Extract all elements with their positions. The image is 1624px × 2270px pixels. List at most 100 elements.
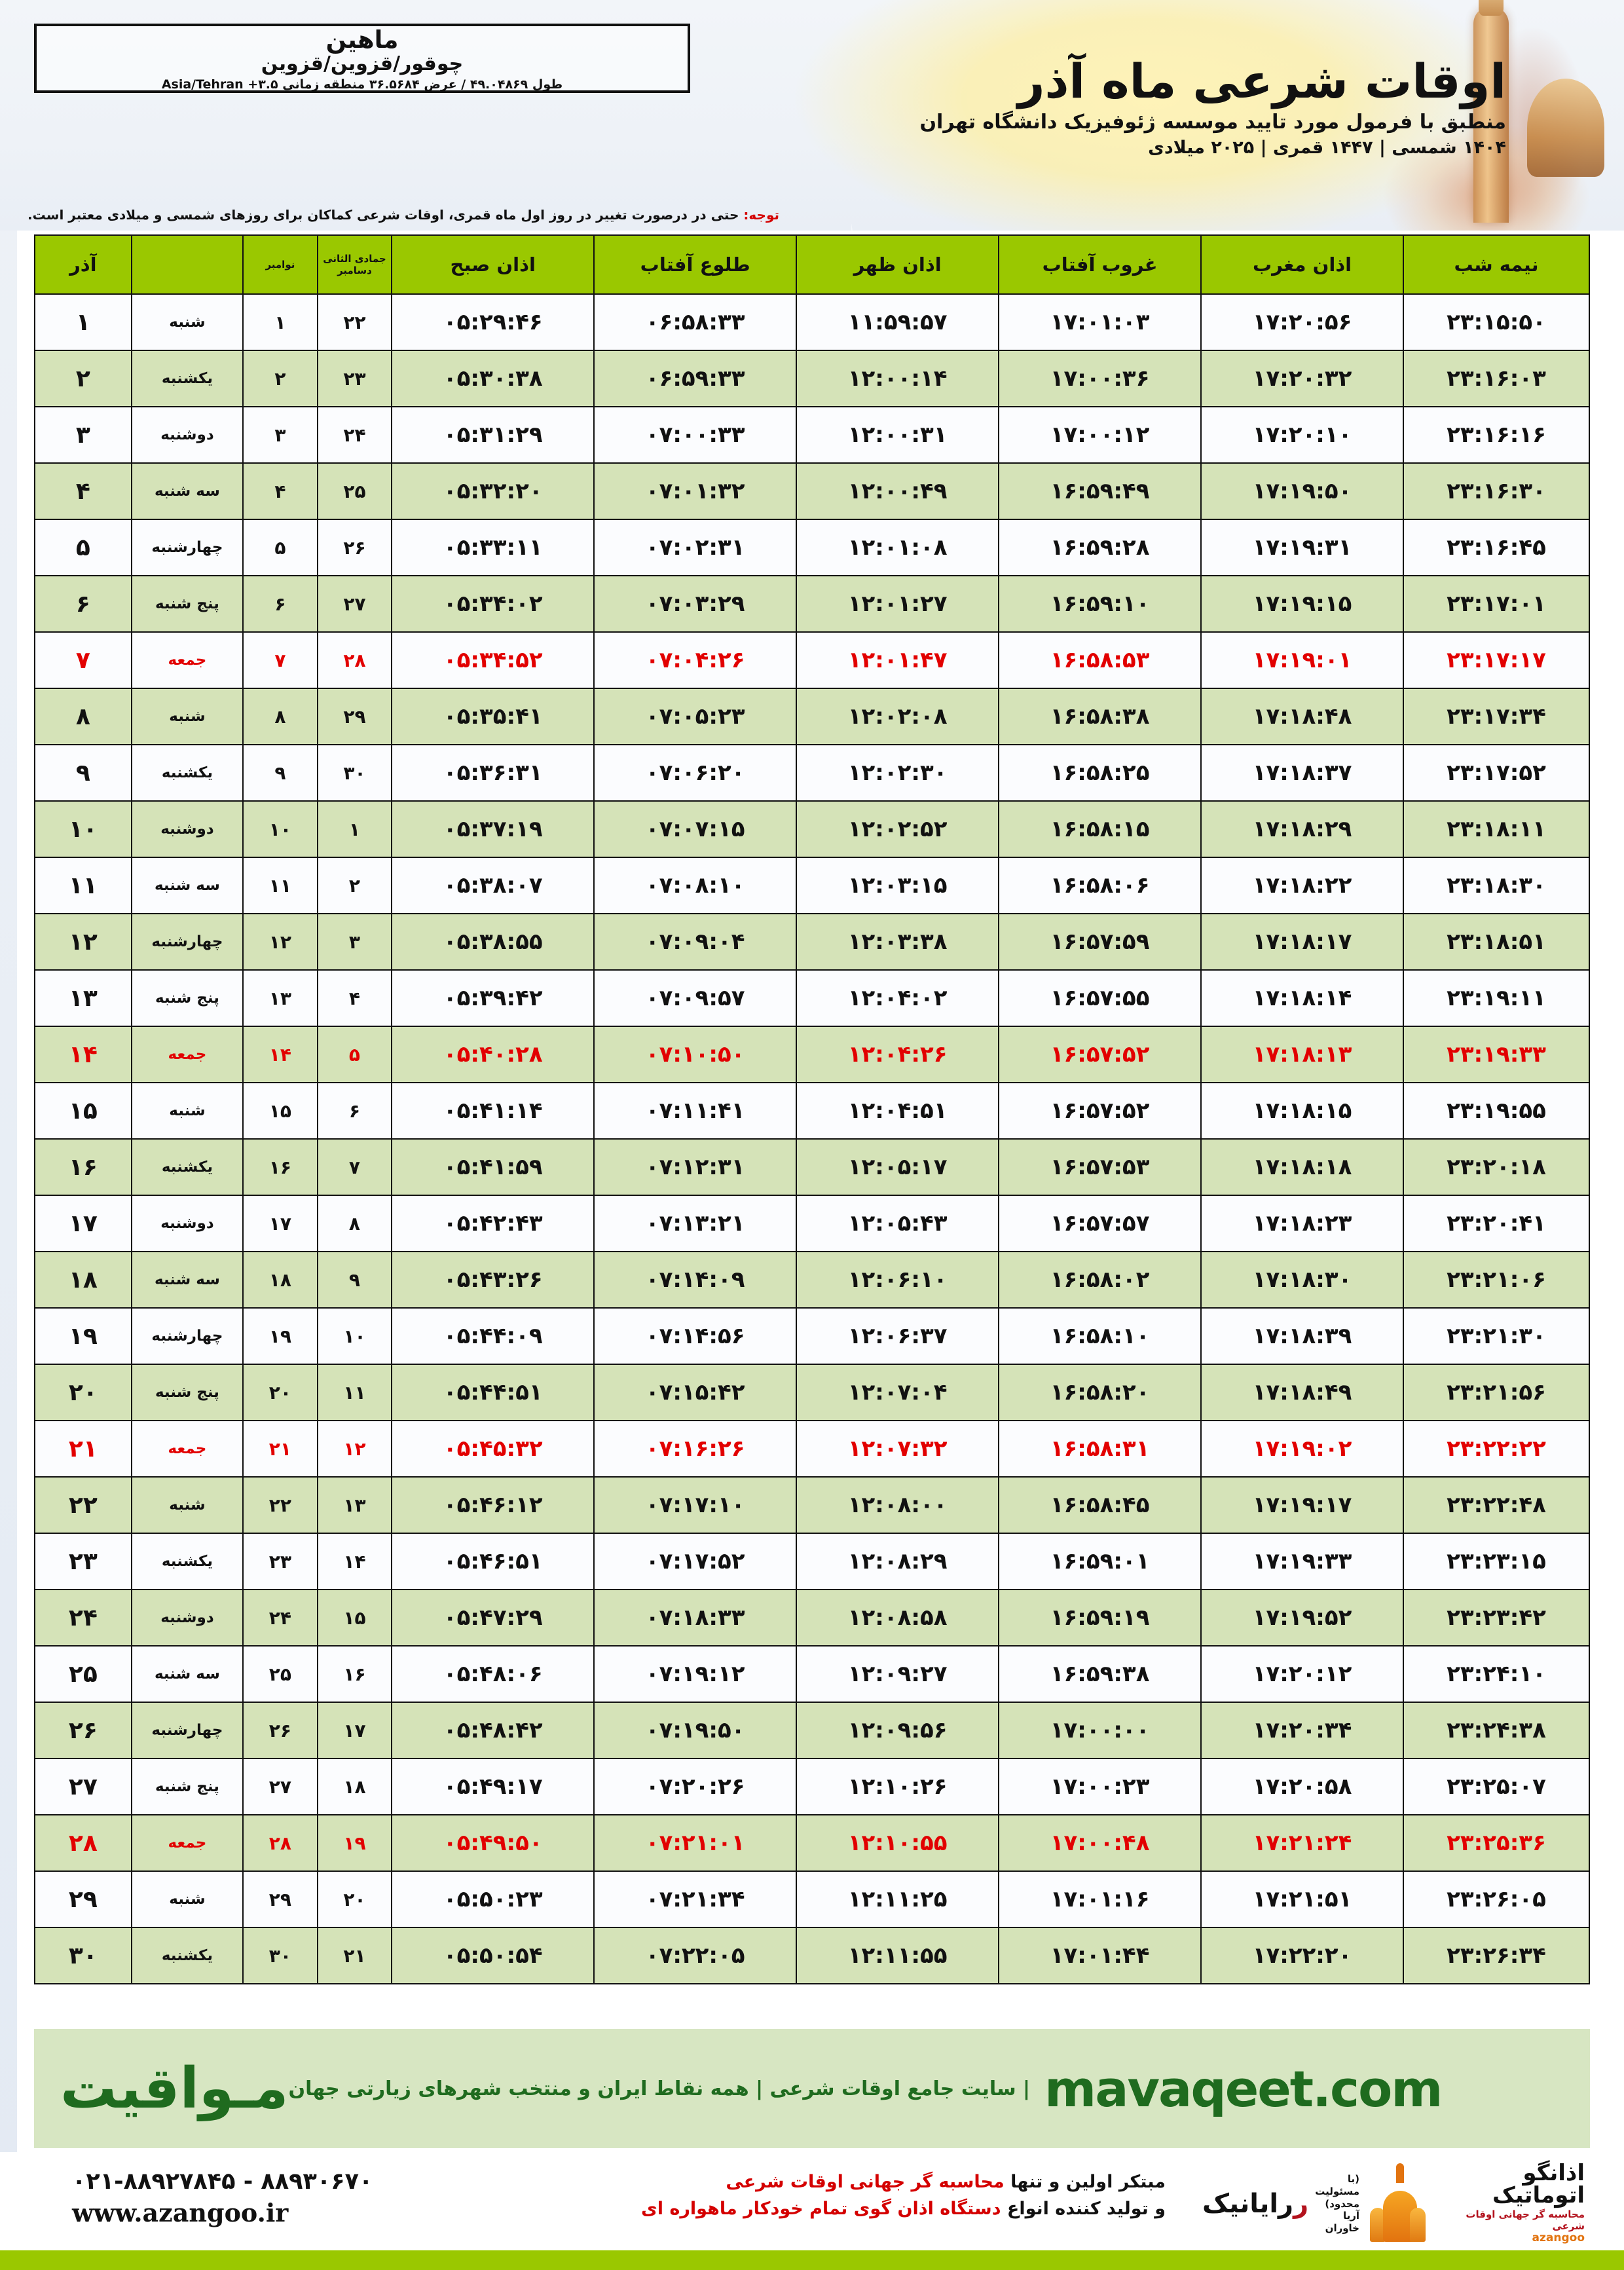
cell-dhuhr: ۱۲:۱۰:۲۶: [796, 1758, 1000, 1815]
col-header-hijri: جمادی الثانی دسامبر: [316, 234, 393, 295]
cell-dhuhr: ۱۲:۰۲:۰۸: [796, 688, 1000, 745]
cell-fajr: ۰۵:۳۸:۰۷: [391, 857, 595, 914]
cell-day-number: ۲۲: [34, 1476, 132, 1534]
footer-slogan-line-2: و تولید کننده انواع دستگاه اذان گوی تمام…: [589, 2196, 1166, 2223]
cell-sunset: ۱۶:۵۷:۵۵: [998, 969, 1202, 1027]
cell-maghrib: ۱۷:۱۸:۱۸: [1200, 1138, 1405, 1196]
mosque-dome-icon: [1527, 79, 1604, 177]
cell-gregorian-day: ۷: [242, 631, 318, 689]
location-city: ماهین: [325, 26, 399, 54]
table-row: ۲۳:۱۸:۳۰ ۱۷:۱۸:۲۲ ۱۶:۵۸:۰۶ ۱۲:۰۳:۱۵ ۰۷:۰۸:۱۰…: [34, 857, 1590, 914]
cell-sunrise: ۰۷:۰۵:۲۳: [593, 688, 798, 745]
table-row: ۲۳:۲۰:۱۸ ۱۷:۱۸:۱۸ ۱۶:۵۷:۵۳ ۱۲:۰۵:۱۷ ۰۷:۱۲:۳۱…: [34, 1138, 1590, 1196]
cell-gregorian-day: ۱۱: [242, 857, 318, 914]
table-head: نیمه شب اذان مغرب غروب آفتاب اذان ظهر طل…: [34, 234, 1590, 295]
cell-day-number: ۱۱: [34, 857, 132, 914]
cell-midnight: ۲۳:۱۷:۳۴: [1403, 688, 1590, 745]
cell-fajr: ۰۵:۴۰:۲۸: [391, 1026, 595, 1083]
cell-midnight: ۲۳:۲۵:۰۷: [1403, 1758, 1590, 1815]
note-body: حتی در درصورت تغییر در روز اول ماه قمری،…: [28, 207, 739, 223]
calendar-years: ۱۴۰۴ شمسی | ۱۴۴۷ قمری | ۲۰۲۵ میلادی: [1148, 138, 1506, 158]
cell-fajr: ۰۵:۴۳:۲۶: [391, 1251, 595, 1309]
bottom-green-strip: [0, 2250, 1624, 2270]
promo-website[interactable]: mavaqeet.com: [1044, 2059, 1443, 2118]
cell-fajr: ۰۵:۳۱:۲۹: [391, 406, 595, 464]
cell-day-number: ۲۸: [34, 1814, 132, 1872]
table-row: ۲۳:۲۱:۳۰ ۱۷:۱۸:۳۹ ۱۶:۵۸:۱۰ ۱۲:۰۶:۳۷ ۰۷:۱۴:۵۶…: [34, 1307, 1590, 1365]
cell-hijri-day: ۳: [316, 913, 393, 971]
cell-day-number: ۱: [34, 293, 132, 351]
cell-midnight: ۲۳:۲۳:۴۲: [1403, 1589, 1590, 1647]
cell-hijri-day: ۳۰: [316, 744, 393, 802]
cell-weekday: یکشنبه: [130, 350, 244, 407]
cell-dhuhr: ۱۲:۰۸:۵۸: [796, 1589, 1000, 1647]
cell-sunrise: ۰۷:۰۲:۳۱: [593, 519, 798, 576]
cell-sunrise: ۰۷:۲۱:۰۱: [593, 1814, 798, 1872]
cell-day-number: ۵: [34, 519, 132, 576]
cell-dhuhr: ۱۲:۰۵:۴۳: [796, 1195, 1000, 1252]
cell-sunset: ۱۶:۵۸:۳۱: [998, 1420, 1202, 1478]
cell-dhuhr: ۱۲:۰۶:۳۷: [796, 1307, 1000, 1365]
cell-weekday: چهارشنبه: [130, 1307, 244, 1365]
cell-day-number: ۸: [34, 688, 132, 745]
cell-fajr: ۰۵:۴۶:۱۲: [391, 1476, 595, 1534]
cell-midnight: ۲۳:۱۶:۳۰: [1403, 462, 1590, 520]
cell-day-number: ۷: [34, 631, 132, 689]
footer: اذانگو اتوماتیک محاسبه گر جهانی اوقات شر…: [0, 2152, 1624, 2250]
contact-website[interactable]: www.azangoo.ir: [72, 2197, 289, 2227]
cell-gregorian-day: ۲: [242, 350, 318, 407]
cell-weekday: جمعه: [130, 1026, 244, 1083]
cell-fajr: ۰۵:۳۲:۲۰: [391, 462, 595, 520]
cell-sunrise: ۰۷:۱۵:۴۲: [593, 1364, 798, 1421]
table-row: ۲۳:۱۷:۳۴ ۱۷:۱۸:۴۸ ۱۶:۵۸:۳۸ ۱۲:۰۲:۰۸ ۰۷:۰۵:۲۳…: [34, 688, 1590, 745]
cell-sunrise: ۰۷:۱۶:۲۶: [593, 1420, 798, 1478]
cell-hijri-day: ۱۶: [316, 1645, 393, 1703]
cell-hijri-day: ۲۹: [316, 688, 393, 745]
cell-gregorian-day: ۲۴: [242, 1589, 318, 1647]
table-row: ۲۳:۲۴:۳۸ ۱۷:۲۰:۳۴ ۱۷:۰۰:۰۰ ۱۲:۰۹:۵۶ ۰۷:۱۹:۵۰…: [34, 1702, 1590, 1759]
cell-fajr: ۰۵:۳۴:۰۲: [391, 575, 595, 633]
cell-hijri-day: ۵: [316, 1026, 393, 1083]
table-row: ۲۳:۱۷:۵۲ ۱۷:۱۸:۳۷ ۱۶:۵۸:۲۵ ۱۲:۰۲:۳۰ ۰۷:۰۶:۲۰…: [34, 744, 1590, 802]
cell-dhuhr: ۱۲:۰۴:۰۲: [796, 969, 1000, 1027]
location-path: چوقور/قزوین/قزوین: [261, 52, 464, 75]
cell-sunset: ۱۶:۵۹:۰۱: [998, 1533, 1202, 1590]
cell-midnight: ۲۳:۲۳:۱۵: [1403, 1533, 1590, 1590]
table-row: ۲۳:۲۶:۰۵ ۱۷:۲۱:۵۱ ۱۷:۰۱:۱۶ ۱۲:۱۱:۲۵ ۰۷:۲۱:۳۴…: [34, 1870, 1590, 1928]
table-row: ۲۳:۲۳:۱۵ ۱۷:۱۹:۳۳ ۱۶:۵۹:۰۱ ۱۲:۰۸:۲۹ ۰۷:۱۷:۵۲…: [34, 1533, 1590, 1590]
cell-hijri-day: ۱۵: [316, 1589, 393, 1647]
table-row: ۲۳:۱۶:۱۶ ۱۷:۲۰:۱۰ ۱۷:۰۰:۱۲ ۱۲:۰۰:۳۱ ۰۷:۰۰:۳۳…: [34, 406, 1590, 464]
cell-day-number: ۲۱: [34, 1420, 132, 1478]
cell-weekday: جمعه: [130, 631, 244, 689]
prayer-times-table: نیمه شب اذان مغرب غروب آفتاب اذان ظهر طل…: [34, 234, 1590, 1984]
cell-gregorian-day: ۲۰: [242, 1364, 318, 1421]
cell-hijri-day: ۲۵: [316, 462, 393, 520]
azangoo-brand: azangoo: [1532, 2231, 1585, 2245]
cell-sunset: ۱۶:۵۸:۰۲: [998, 1251, 1202, 1309]
cell-weekday: شنبه: [130, 1870, 244, 1928]
cell-gregorian-day: ۲۷: [242, 1758, 318, 1815]
cell-dhuhr: ۱۲:۰۷:۳۲: [796, 1420, 1000, 1478]
cell-fajr: ۰۵:۵۰:۲۳: [391, 1870, 595, 1928]
cell-weekday: پنج شنبه: [130, 1364, 244, 1421]
col-header-hijri-month: جمادی الثانی: [323, 253, 386, 265]
slogan-2-plain: و تولید کننده انواع: [1001, 2198, 1166, 2219]
cell-sunrise: ۰۷:۰۹:۰۴: [593, 913, 798, 971]
cell-day-number: ۱۷: [34, 1195, 132, 1252]
table-row: ۲۳:۲۱:۵۶ ۱۷:۱۸:۴۹ ۱۶:۵۸:۲۰ ۱۲:۰۷:۰۴ ۰۷:۱۵:۴۲…: [34, 1364, 1590, 1421]
cell-dhuhr: ۱۲:۰۷:۰۴: [796, 1364, 1000, 1421]
cell-weekday: یکشنبه: [130, 1138, 244, 1196]
rayaneek-side-name: آریا خاوران: [1325, 2210, 1359, 2235]
cell-day-number: ۳: [34, 406, 132, 464]
slogan-1-accent: محاسبه گر جهانی اوقات شرعی: [726, 2172, 1005, 2192]
cell-day-number: ۲: [34, 350, 132, 407]
cell-sunrise: ۰۷:۰۰:۳۳: [593, 406, 798, 464]
cell-day-number: ۳۰: [34, 1927, 132, 1984]
table-body: ۲۳:۱۵:۵۰ ۱۷:۲۰:۵۶ ۱۷:۰۱:۰۳ ۱۱:۵۹:۵۷ ۰۶:۵۸:۳۳…: [34, 293, 1590, 1984]
cell-sunset: ۱۶:۵۸:۲۵: [998, 744, 1202, 802]
cell-fajr: ۰۵:۳۶:۳۱: [391, 744, 595, 802]
cell-weekday: شنبه: [130, 1476, 244, 1534]
cell-midnight: ۲۳:۱۹:۱۱: [1403, 969, 1590, 1027]
cell-fajr: ۰۵:۴۹:۵۰: [391, 1814, 595, 1872]
cell-dhuhr: ۱۲:۰۶:۱۰: [796, 1251, 1000, 1309]
